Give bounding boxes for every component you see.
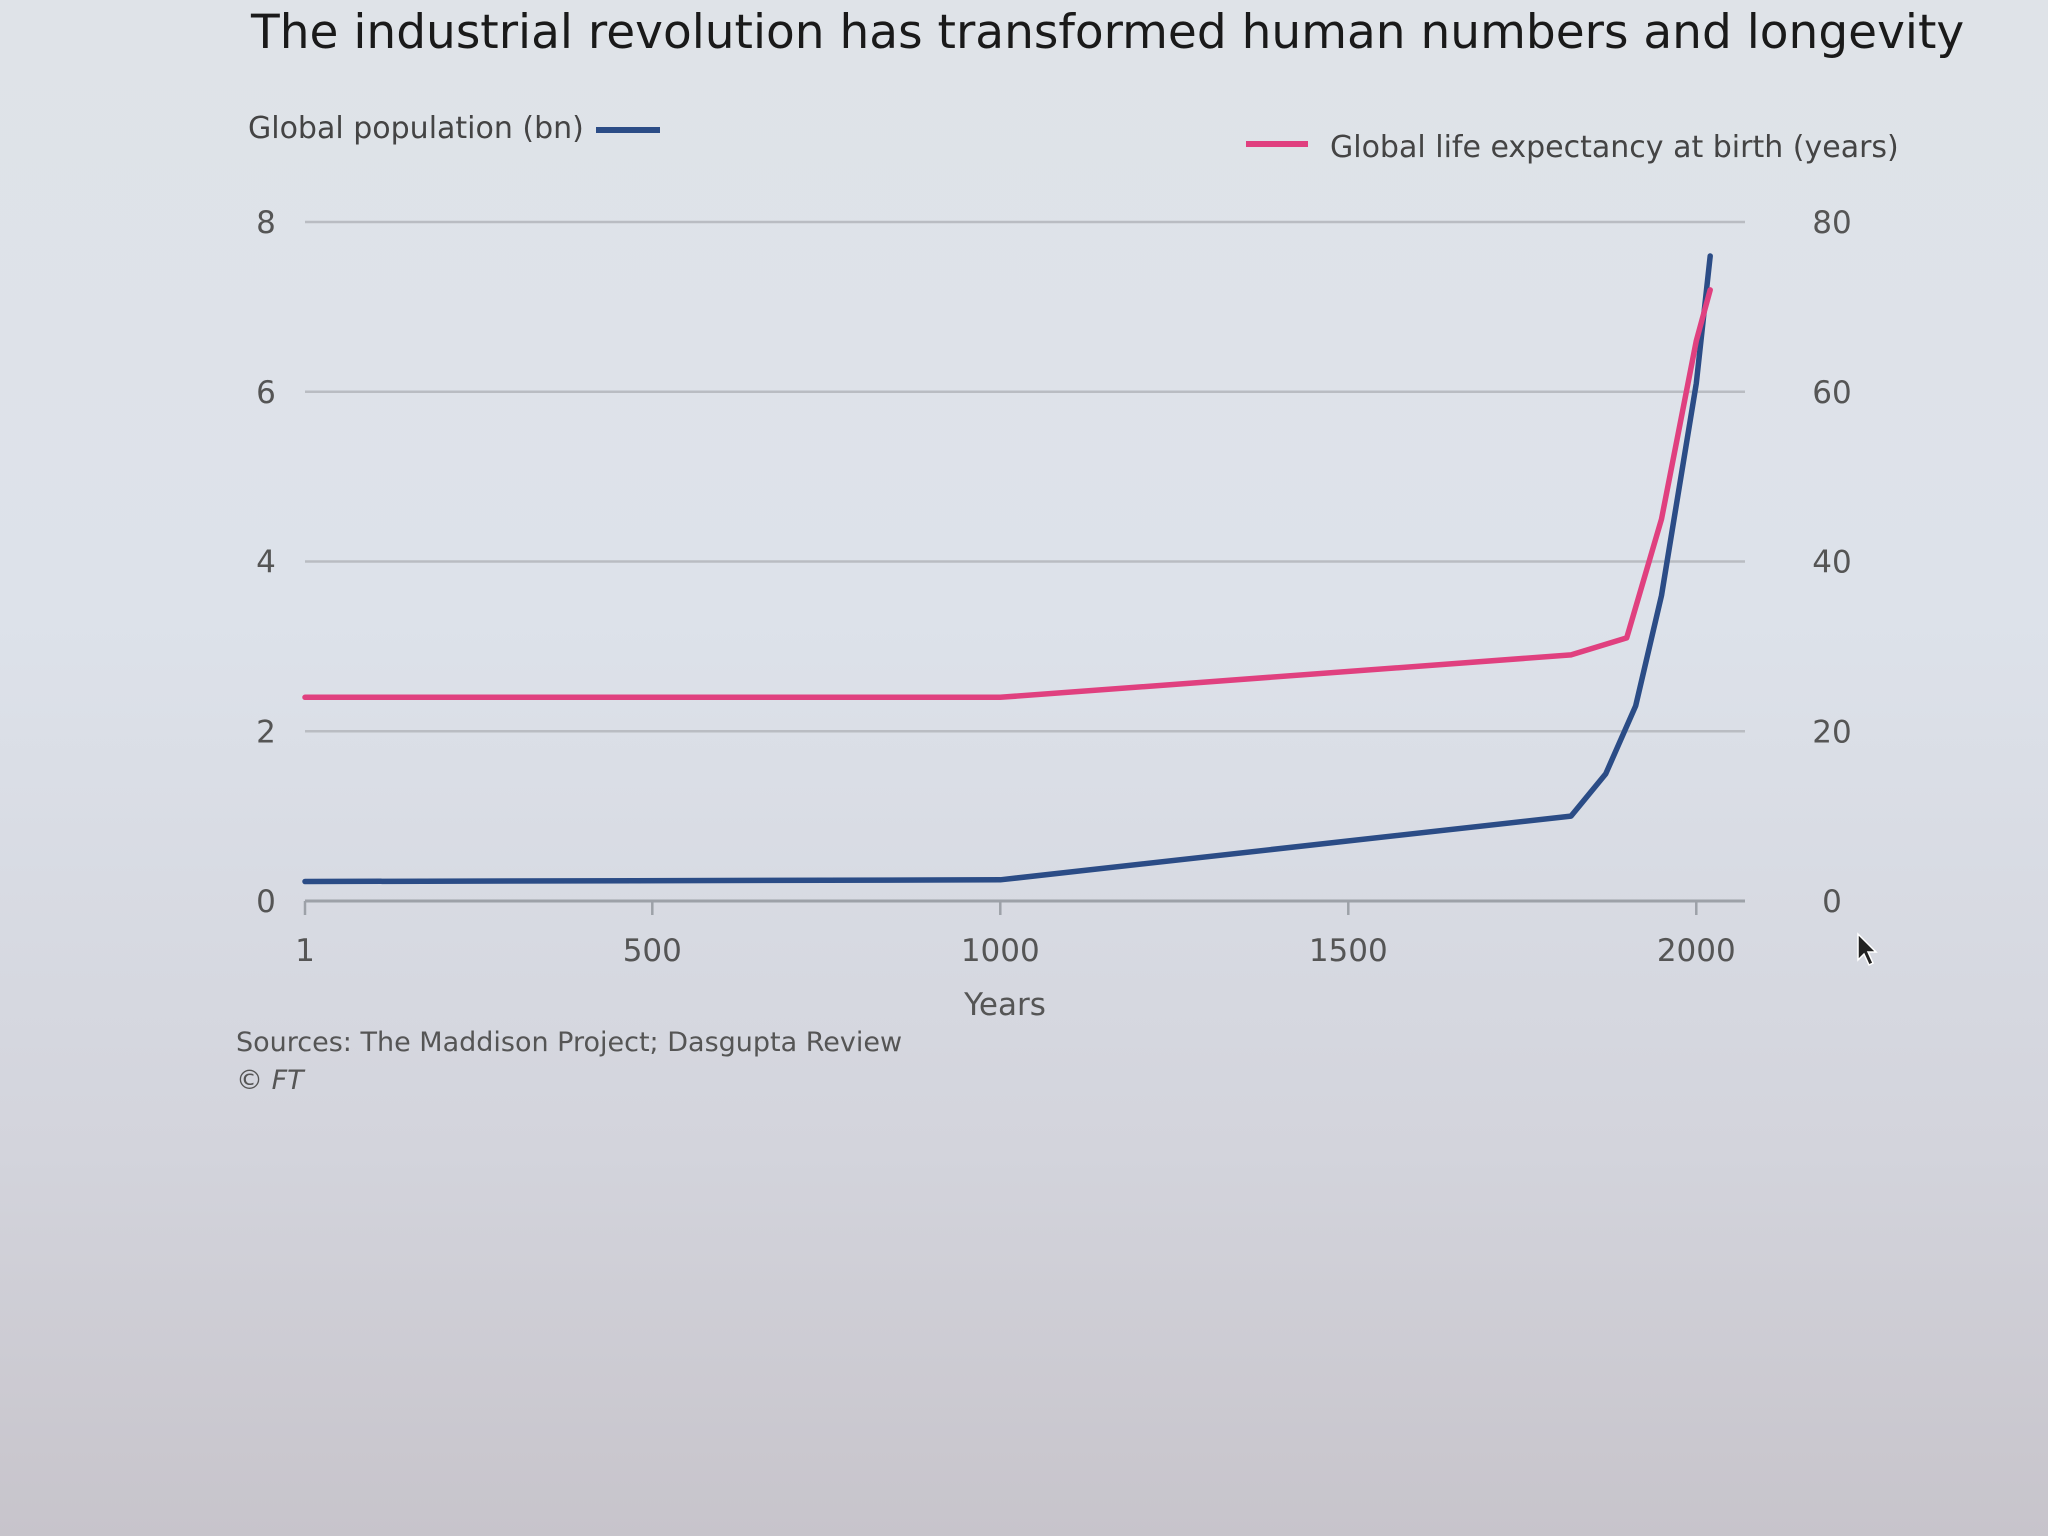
y-left-tick-label: 6	[256, 375, 276, 411]
y-right-tick-label: 40	[1812, 545, 1851, 581]
x-axis: 1 500 1000 1500 2000	[295, 899, 1745, 969]
y-left-tick-label: 8	[256, 205, 276, 241]
y-axis-left: 0 2 4 6 8	[256, 205, 276, 920]
x-axis-title: Years	[963, 987, 1046, 1023]
y-left-tick-label: 0	[256, 884, 276, 920]
series-lines	[302, 253, 1713, 885]
y-right-tick-label: 0	[1822, 884, 1842, 920]
y-right-tick-label: 60	[1812, 375, 1851, 411]
life-expectancy-line	[302, 287, 1713, 701]
population-line	[302, 253, 1713, 885]
legend-label-population: Global population (bn)	[248, 111, 584, 146]
y-axis-right: 0 20 40 60 80	[1812, 205, 1851, 920]
x-tick-label: 1	[295, 933, 315, 969]
ft-credit: © FT	[236, 1065, 306, 1096]
y-left-tick-label: 4	[256, 545, 276, 581]
y-right-tick-label: 20	[1812, 714, 1851, 750]
mouse-cursor-icon	[1857, 932, 1878, 967]
gridlines	[305, 220, 1745, 733]
x-tick-label: 500	[623, 933, 682, 969]
sources-note: Sources: The Maddison Project; Dasgupta …	[236, 1027, 902, 1058]
x-tick-label: 2000	[1657, 933, 1736, 969]
x-tick-label: 1000	[961, 933, 1040, 969]
chart-title: The industrial revolution has transforme…	[250, 5, 1964, 60]
x-tick-label: 1500	[1309, 933, 1388, 969]
y-left-tick-label: 2	[256, 714, 276, 750]
legend-label-life-expectancy: Global life expectancy at birth (years)	[1330, 130, 1899, 165]
y-right-tick-label: 80	[1812, 205, 1851, 241]
